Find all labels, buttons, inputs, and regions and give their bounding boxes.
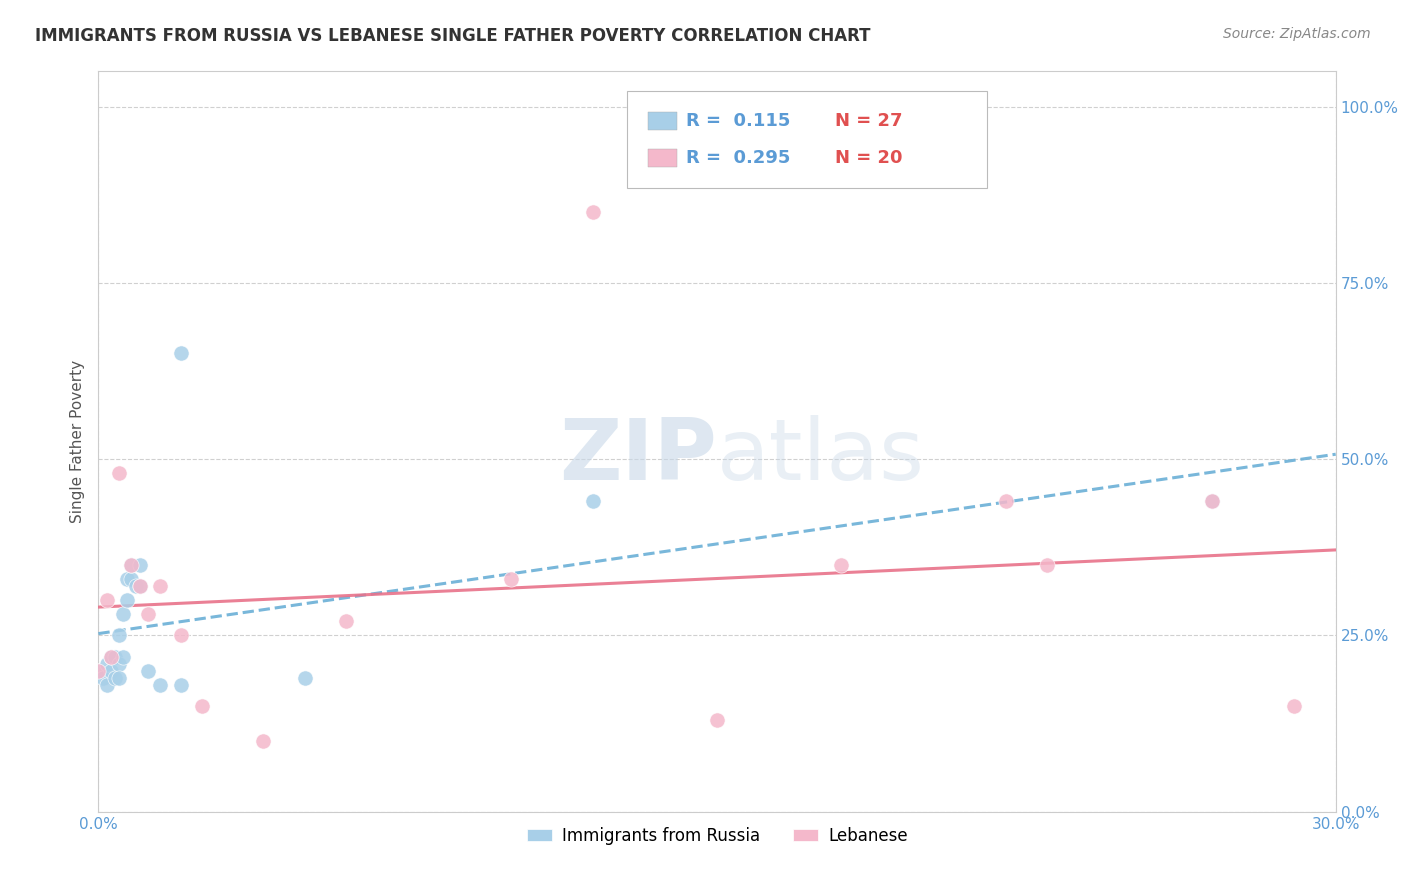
- Text: IMMIGRANTS FROM RUSSIA VS LEBANESE SINGLE FATHER POVERTY CORRELATION CHART: IMMIGRANTS FROM RUSSIA VS LEBANESE SINGL…: [35, 27, 870, 45]
- Y-axis label: Single Father Poverty: Single Father Poverty: [69, 360, 84, 523]
- Point: [170, 628, 193, 642]
- Point: [124, 579, 146, 593]
- Point: [149, 579, 172, 593]
- Text: R =  0.295: R = 0.295: [686, 149, 790, 167]
- Point: [994, 494, 1017, 508]
- Point: [128, 579, 150, 593]
- Point: [335, 615, 357, 629]
- Point: [100, 649, 122, 664]
- Point: [1036, 558, 1059, 572]
- Text: N = 27: N = 27: [835, 112, 903, 130]
- Text: Source: ZipAtlas.com: Source: ZipAtlas.com: [1223, 27, 1371, 41]
- Point: [87, 664, 110, 678]
- Point: [170, 346, 193, 360]
- Point: [112, 649, 135, 664]
- Point: [96, 657, 118, 671]
- Point: [136, 607, 159, 622]
- Point: [252, 734, 274, 748]
- Point: [87, 664, 110, 678]
- FancyBboxPatch shape: [648, 112, 678, 130]
- Point: [830, 558, 852, 572]
- Point: [100, 664, 122, 678]
- Text: atlas: atlas: [717, 415, 925, 498]
- Point: [100, 649, 122, 664]
- FancyBboxPatch shape: [627, 91, 987, 188]
- Point: [96, 678, 118, 692]
- Point: [91, 671, 114, 685]
- Text: R =  0.115: R = 0.115: [686, 112, 790, 130]
- Point: [104, 649, 127, 664]
- Point: [128, 558, 150, 572]
- Point: [499, 572, 522, 586]
- Point: [1201, 494, 1223, 508]
- Point: [117, 593, 139, 607]
- Point: [120, 572, 142, 586]
- Point: [706, 713, 728, 727]
- Point: [136, 664, 159, 678]
- FancyBboxPatch shape: [648, 149, 678, 167]
- Point: [128, 579, 150, 593]
- Point: [117, 572, 139, 586]
- Legend: Immigrants from Russia, Lebanese: Immigrants from Russia, Lebanese: [520, 820, 914, 852]
- Point: [190, 698, 212, 713]
- Point: [582, 494, 605, 508]
- Point: [120, 558, 142, 572]
- Point: [149, 678, 172, 692]
- Point: [294, 671, 316, 685]
- Point: [120, 558, 142, 572]
- Point: [112, 607, 135, 622]
- Point: [1201, 494, 1223, 508]
- Point: [582, 205, 605, 219]
- Point: [170, 678, 193, 692]
- Point: [108, 671, 131, 685]
- Text: ZIP: ZIP: [560, 415, 717, 498]
- Point: [108, 657, 131, 671]
- Point: [108, 467, 131, 481]
- Point: [108, 628, 131, 642]
- Text: N = 20: N = 20: [835, 149, 903, 167]
- Point: [104, 671, 127, 685]
- Point: [1284, 698, 1306, 713]
- Point: [96, 593, 118, 607]
